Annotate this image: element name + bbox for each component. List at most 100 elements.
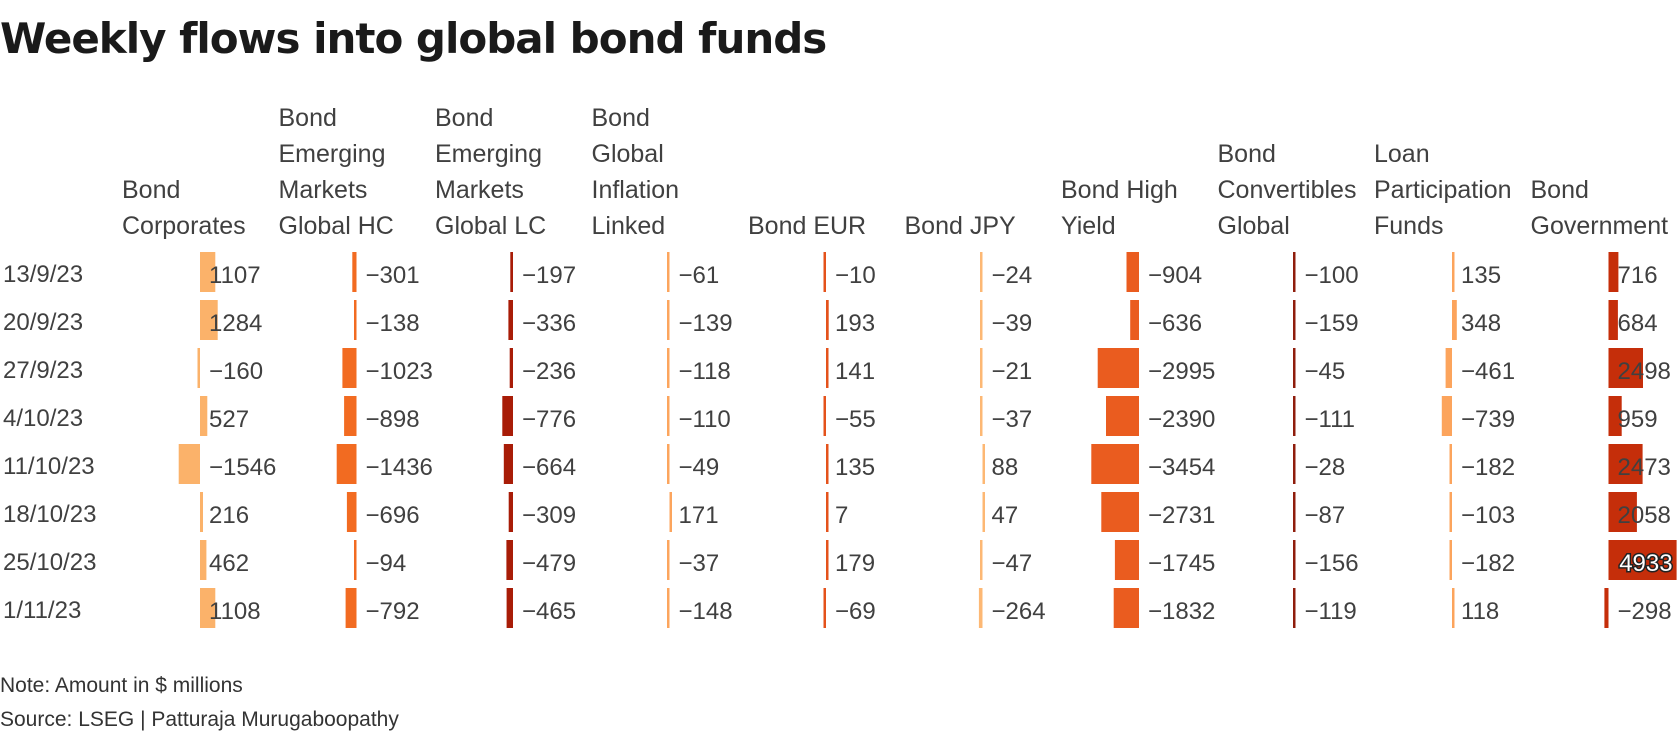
- date-label: 20/9/23: [3, 309, 83, 336]
- value-label: −1436: [366, 454, 433, 481]
- bar: [506, 588, 513, 628]
- column-header: Bond Emerging Markets Global HC: [279, 100, 394, 244]
- value-label: −336: [522, 310, 576, 337]
- source-text: Source: LSEG | Patturaja Murugaboopathy: [0, 708, 399, 731]
- bar: [1608, 300, 1618, 340]
- value-label: −3454: [1148, 454, 1215, 481]
- bar: [1452, 252, 1455, 292]
- bar: [1608, 396, 1622, 436]
- bar: [667, 300, 670, 340]
- date-label: 18/10/23: [3, 501, 96, 528]
- date-label: 4/10/23: [3, 405, 83, 432]
- bar: [200, 300, 218, 340]
- value-label: 2473: [1618, 454, 1671, 481]
- column-header-line: Global: [591, 140, 664, 168]
- chart-title: Weekly flows into global bond funds: [0, 14, 827, 63]
- value-label: 171: [679, 502, 719, 529]
- value-label: 348: [1461, 310, 1501, 337]
- value-label: 2058: [1618, 502, 1671, 529]
- bar: [980, 396, 983, 436]
- bar: [1452, 588, 1455, 628]
- bar: [345, 588, 357, 628]
- value-label: −2731: [1148, 502, 1215, 529]
- bar: [1608, 492, 1637, 532]
- note-text: Note: Amount in $ millions: [0, 674, 243, 697]
- date-label: 25/10/23: [3, 549, 96, 576]
- value-label: −138: [366, 310, 420, 337]
- column-header: Bond EUR: [748, 208, 866, 244]
- value-label: 141: [835, 358, 875, 385]
- bar: [1106, 396, 1139, 436]
- bar: [1604, 588, 1609, 628]
- column-header-line: Bond: [122, 176, 181, 204]
- value-label: −479: [522, 550, 576, 577]
- value-label: −21: [992, 358, 1033, 385]
- bar: [1293, 300, 1296, 340]
- value-label: −87: [1305, 502, 1346, 529]
- value-label: 2498: [1618, 358, 1671, 385]
- value-label: 135: [1461, 262, 1501, 289]
- value-label: −148: [679, 598, 733, 625]
- value-label: −160: [209, 358, 263, 385]
- column-header: Bond Government: [1531, 172, 1669, 244]
- value-label: 1107: [209, 262, 261, 289]
- bar: [510, 252, 513, 292]
- value-label: −309: [522, 502, 576, 529]
- bar: [336, 444, 357, 484]
- bar: [1608, 348, 1643, 388]
- column-header: Loan Participation Funds: [1374, 136, 1512, 244]
- value-label: −298: [1618, 598, 1672, 625]
- value-label: 716: [1618, 262, 1658, 289]
- bar: [978, 588, 983, 628]
- date-label: 13/9/23: [3, 261, 83, 288]
- value-label: 88: [992, 454, 1019, 481]
- bar: [197, 348, 200, 388]
- bar: [200, 588, 216, 628]
- bar: [826, 300, 829, 340]
- value-label: −45: [1305, 358, 1346, 385]
- bar: [1293, 252, 1296, 292]
- value-label: −2390: [1148, 406, 1215, 433]
- bar: [1101, 492, 1139, 532]
- value-label: −776: [522, 406, 576, 433]
- value-label: −1023: [366, 358, 433, 385]
- value-label: 47: [992, 502, 1019, 529]
- bar: [1091, 444, 1139, 484]
- column-header-line: Bond: [1530, 176, 1589, 204]
- bar: [667, 252, 670, 292]
- value-label: −139: [679, 310, 733, 337]
- bar: [1293, 444, 1296, 484]
- bar: [667, 540, 670, 580]
- value-label: 179: [835, 550, 875, 577]
- value-label: −103: [1461, 502, 1515, 529]
- value-label: 216: [209, 502, 249, 529]
- bar: [1293, 492, 1296, 532]
- bar: [823, 252, 826, 292]
- value-label: 1284: [209, 310, 262, 337]
- column-header-line: Bond: [435, 104, 494, 132]
- value-label: −28: [1305, 454, 1346, 481]
- bar: [200, 396, 208, 436]
- value-label: −2995: [1148, 358, 1215, 385]
- bar: [344, 396, 357, 436]
- bar: [1449, 444, 1452, 484]
- value-label: −37: [679, 550, 720, 577]
- bar: [1449, 540, 1452, 580]
- column-header: Bond Global Inflation Linked: [592, 100, 680, 244]
- column-header-line: Convertibles: [1217, 176, 1357, 204]
- value-label: −898: [366, 406, 420, 433]
- bar: [1452, 300, 1457, 340]
- bar: [1608, 252, 1619, 292]
- bar: [1608, 444, 1643, 484]
- bar: [346, 492, 357, 532]
- bar: [667, 588, 670, 628]
- column-header: Bond High Yield: [1061, 172, 1178, 244]
- column-header-line: Emerging: [435, 140, 542, 168]
- column-header-line: Yield: [1061, 212, 1116, 240]
- bar: [503, 444, 513, 484]
- value-label: −118: [679, 358, 731, 385]
- bar: [982, 444, 985, 484]
- value-label: −156: [1305, 550, 1359, 577]
- value-label: −39: [992, 310, 1033, 337]
